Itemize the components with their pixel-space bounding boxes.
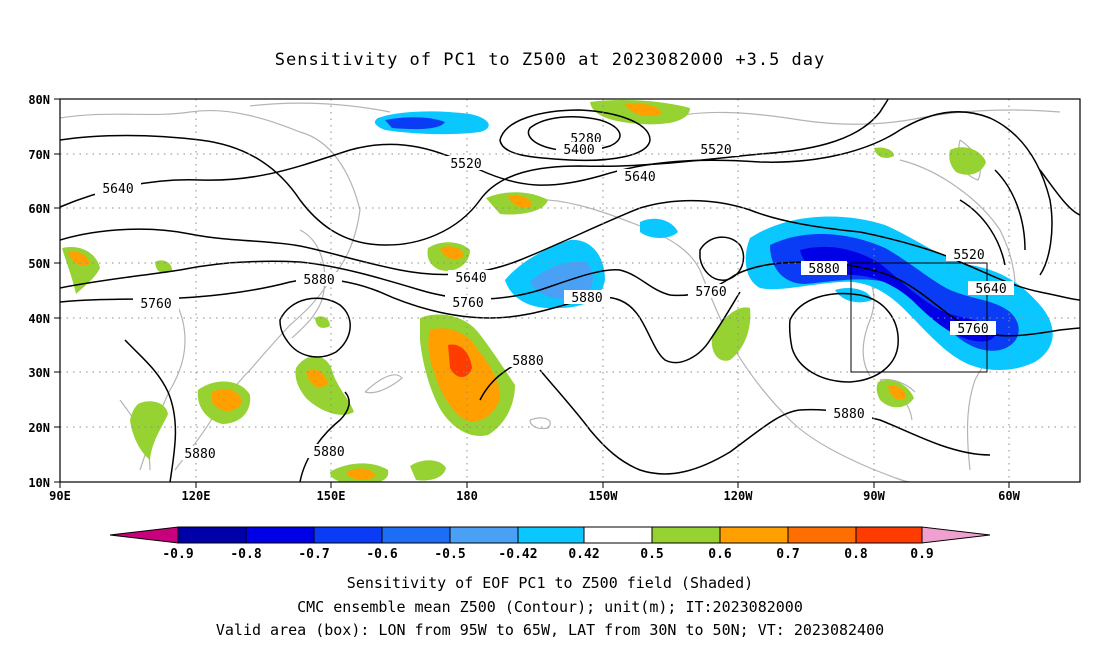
colorbar-swatch — [245, 526, 315, 544]
lon-label: 90E — [49, 489, 71, 503]
colorbar-label: 0.8 — [844, 547, 868, 562]
colorbar-label: 0.7 — [776, 547, 799, 562]
z500-contours — [60, 99, 1080, 482]
lon-label: 120W — [724, 489, 754, 503]
latitude-labels: 80N 70N 60N 50N 40N 30N 20N 10N — [28, 93, 50, 490]
neg-region-us-deep — [800, 246, 996, 342]
colorbar-swatch — [855, 526, 923, 544]
colorbar-label: 0.42 — [568, 547, 599, 562]
lat-label: 60N — [28, 202, 50, 216]
colorbar-label: 0.6 — [708, 547, 732, 562]
lon-label: 120E — [182, 489, 211, 503]
contour-label: 5880 — [184, 447, 215, 462]
contour-label: 5520 — [700, 143, 731, 158]
axis-ticks — [54, 98, 1010, 488]
figure-title: Sensitivity of PC1 to Z500 at 2023082000… — [274, 50, 826, 70]
colorbar-label: -0.9 — [162, 547, 193, 562]
neg-region-arctic-core — [385, 117, 445, 130]
contour-label: 5880 — [303, 273, 334, 288]
contour-label: 5640 — [455, 271, 486, 286]
contour-label: 5880 — [833, 407, 864, 422]
colorbar-swatch — [787, 526, 857, 544]
colorbar-label: -0.5 — [434, 547, 465, 562]
colorbar-low-arrow — [109, 526, 179, 544]
caption-line-1: Sensitivity of EOF PC1 to Z500 field (Sh… — [346, 574, 754, 592]
contour-label: 5640 — [102, 182, 133, 197]
lat-lon-grid — [60, 99, 1080, 482]
lon-label: 90W — [863, 489, 885, 503]
map-frame — [59, 98, 1081, 483]
contour-label: 5640 — [624, 170, 655, 185]
colorbar-label: -0.42 — [498, 547, 537, 562]
colorbar-swatch — [583, 526, 653, 544]
contour-label: 5760 — [452, 296, 483, 311]
lon-label: 180 — [456, 489, 478, 503]
lat-label: 80N — [28, 93, 50, 107]
colorbar-label: -0.7 — [298, 547, 329, 562]
colorbar-swatch — [177, 526, 247, 544]
contour-label: 5880 — [512, 354, 543, 369]
contour-label: 5880 — [808, 262, 839, 277]
contour-label: 5520 — [953, 248, 984, 263]
colorbar-swatch — [517, 526, 585, 544]
contour-label: 5520 — [450, 157, 481, 172]
colorbar-swatch — [449, 526, 519, 544]
lon-label: 60W — [998, 489, 1020, 503]
contour-label: 5880 — [571, 291, 602, 306]
longitude-labels: 90E 120E 150E 180 150W 120W 90W 60W — [49, 489, 1020, 503]
colorbar — [109, 526, 991, 544]
contour-label: 5640 — [975, 282, 1006, 297]
contour-label-group: 5280 5400 5520 5520 5520 5640 5640 5640 … — [95, 131, 1014, 462]
neg-region-pacific-core — [530, 261, 594, 300]
colorbar-swatch — [719, 526, 789, 544]
lat-label: 40N — [28, 312, 50, 326]
colorbar-labels: -0.9 -0.8 -0.7 -0.6 -0.5 -0.42 0.42 0.5 … — [162, 547, 933, 562]
colorbar-swatch — [313, 526, 383, 544]
colorbar-label: -0.6 — [366, 547, 397, 562]
colorbar-high-arrow — [921, 526, 991, 544]
caption-line-3: Valid area (box): LON from 95W to 65W, L… — [215, 621, 885, 639]
colorbar-label: 0.5 — [640, 547, 663, 562]
caption-line-2: CMC ensemble mean Z500 (Contour); unit(m… — [297, 598, 803, 616]
contour-label: 5760 — [957, 322, 988, 337]
colorbar-swatch — [651, 526, 721, 544]
lat-label: 50N — [28, 257, 50, 271]
lat-label: 30N — [28, 366, 50, 380]
lat-label: 20N — [28, 421, 50, 435]
lon-label: 150E — [317, 489, 346, 503]
valid-area-box — [850, 262, 988, 373]
lat-label: 10N — [28, 476, 50, 490]
contour-label: 5760 — [140, 297, 171, 312]
colorbar-swatch — [381, 526, 451, 544]
lat-label: 70N — [28, 148, 50, 162]
contour-label: 5760 — [695, 285, 726, 300]
contour-label: 5880 — [313, 445, 344, 460]
colorbar-label: -0.8 — [230, 547, 261, 562]
colorbar-label: 0.9 — [910, 547, 933, 562]
contour-label: 5400 — [563, 143, 594, 158]
lon-label: 150W — [589, 489, 619, 503]
